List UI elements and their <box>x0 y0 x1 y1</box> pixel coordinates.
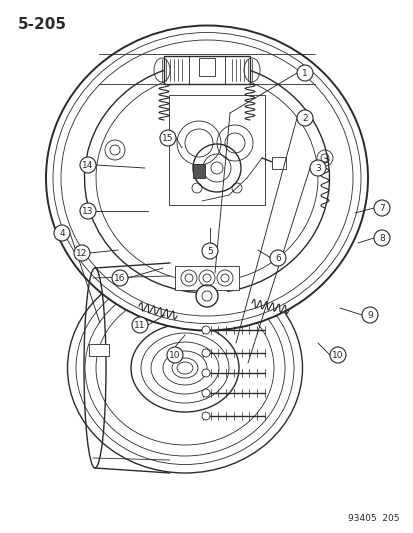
Circle shape <box>54 225 70 241</box>
Circle shape <box>159 130 176 146</box>
Circle shape <box>202 326 209 334</box>
Circle shape <box>309 160 325 176</box>
Circle shape <box>296 110 312 126</box>
Circle shape <box>361 307 377 323</box>
Circle shape <box>80 203 96 219</box>
Circle shape <box>329 347 345 363</box>
Text: 2: 2 <box>301 114 307 123</box>
Bar <box>192 164 204 178</box>
Circle shape <box>132 317 147 333</box>
Text: 93405  205: 93405 205 <box>348 514 399 523</box>
Circle shape <box>202 412 209 420</box>
Circle shape <box>269 250 285 266</box>
Bar <box>271 157 285 169</box>
Bar <box>169 95 264 205</box>
Text: 1: 1 <box>301 69 307 77</box>
Circle shape <box>202 389 209 397</box>
Text: 13: 13 <box>82 206 93 215</box>
Text: 8: 8 <box>378 233 384 243</box>
Ellipse shape <box>46 26 367 330</box>
Text: 3: 3 <box>314 164 320 173</box>
Text: 7: 7 <box>378 204 384 213</box>
Text: 5: 5 <box>206 246 212 255</box>
Bar <box>164 56 249 84</box>
Text: 9: 9 <box>366 311 372 319</box>
Text: 11: 11 <box>134 320 145 329</box>
Circle shape <box>105 140 125 160</box>
Circle shape <box>74 245 90 261</box>
Circle shape <box>166 347 183 363</box>
Bar <box>175 266 238 290</box>
Circle shape <box>373 230 389 246</box>
Circle shape <box>112 270 128 286</box>
Circle shape <box>202 349 209 357</box>
Circle shape <box>195 285 218 307</box>
Circle shape <box>80 157 96 173</box>
Text: 15: 15 <box>162 133 173 142</box>
Circle shape <box>202 369 209 377</box>
Text: 6: 6 <box>275 254 280 262</box>
Text: 12: 12 <box>76 248 88 257</box>
Text: 16: 16 <box>114 273 126 282</box>
Text: 14: 14 <box>82 160 93 169</box>
Text: 10: 10 <box>332 351 343 359</box>
Circle shape <box>202 243 218 259</box>
Text: 10: 10 <box>169 351 180 359</box>
Bar <box>199 58 214 76</box>
Circle shape <box>373 200 389 216</box>
Circle shape <box>296 65 312 81</box>
Bar <box>89 344 109 356</box>
Text: 5-205: 5-205 <box>18 17 67 32</box>
Text: 4: 4 <box>59 229 65 238</box>
